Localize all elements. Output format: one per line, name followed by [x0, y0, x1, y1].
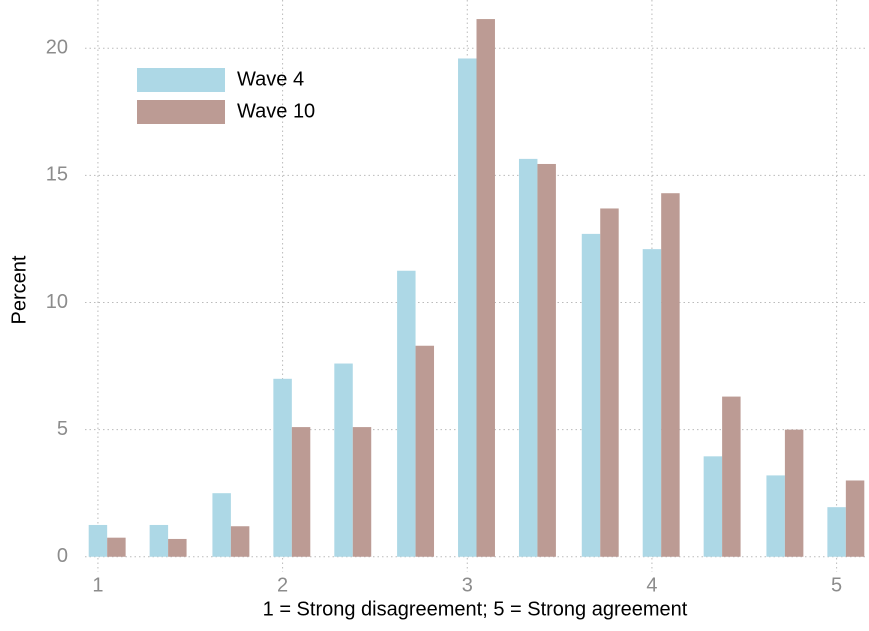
bar: [661, 193, 680, 557]
bar: [107, 537, 126, 557]
x-tick-label: 3: [462, 574, 473, 596]
y-axis-title: Percent: [8, 255, 30, 324]
bar: [230, 526, 250, 557]
bar: [352, 427, 372, 557]
x-tick-label: 1: [92, 574, 103, 596]
legend-label: Wave 10: [237, 100, 315, 122]
bar: [291, 427, 311, 557]
bar: [722, 396, 741, 557]
legend-swatch: [137, 100, 225, 124]
bar: [518, 158, 538, 557]
bar: [88, 524, 108, 557]
bar: [600, 208, 619, 557]
bar: [537, 163, 556, 557]
bar: [168, 538, 187, 557]
bar: [415, 345, 435, 557]
y-tick-label: 10: [46, 291, 68, 313]
bar: [212, 493, 231, 557]
legend-swatch: [137, 68, 225, 92]
bar: [845, 480, 865, 557]
bar: [397, 270, 416, 557]
x-tick-label: 5: [831, 574, 842, 596]
bar: [827, 507, 846, 557]
bar: [273, 378, 292, 557]
y-tick-label: 20: [46, 37, 68, 59]
bar: [703, 456, 723, 557]
y-tick-label: 15: [46, 164, 68, 186]
x-tick-label: 2: [277, 574, 288, 596]
y-tick-label: 0: [57, 545, 68, 567]
bar: [784, 429, 804, 557]
bar: [581, 233, 601, 557]
bar: [476, 19, 495, 557]
y-tick-label: 5: [57, 418, 68, 440]
legend-label: Wave 4: [237, 68, 304, 90]
bar: [642, 249, 662, 557]
bar: [766, 475, 785, 557]
x-tick-label: 4: [646, 574, 657, 596]
bar: [334, 363, 353, 557]
bar: [458, 58, 477, 557]
bar: [149, 524, 169, 557]
x-axis-title: 1 = Strong disagreement; 5 = Strong agre…: [263, 598, 688, 620]
